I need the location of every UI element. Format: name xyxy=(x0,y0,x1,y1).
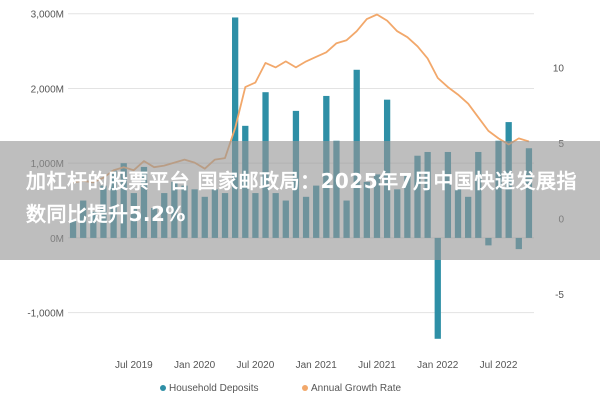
x-axis-tick-label: Jul 2019 xyxy=(115,360,153,371)
x-axis-tick-label: Jul 2021 xyxy=(358,360,396,371)
x-axis-tick-label: Jan 2020 xyxy=(174,360,216,371)
legend: Household Deposits Annual Growth Rate xyxy=(160,383,401,394)
household-deposits-bar xyxy=(434,237,441,339)
legend-marker-household-deposits xyxy=(160,385,166,391)
x-axis-tick-label: Jan 2021 xyxy=(296,360,338,371)
x-axis-tick-labels: Jul 2019 Jan 2020 Jul 2020 Jan 2021 Jul 2021… xyxy=(115,360,518,371)
right-axis-tick-label: -5 xyxy=(555,290,564,301)
legend-label-household-deposits: Household Deposits xyxy=(169,383,259,394)
left-axis-tick-label: -1,000M xyxy=(27,309,64,320)
legend-marker-annual-growth-rate xyxy=(302,385,308,391)
right-axis-tick-label: 10 xyxy=(553,63,565,74)
headline-overlay: 加杠杆的股票平台 国家邮政局：2025年7月中国快递发展指数同比提升5.2% xyxy=(0,141,600,260)
x-axis-tick-label: Jul 2022 xyxy=(480,360,518,371)
headline-text: 加杠杆的股票平台 国家邮政局：2025年7月中国快递发展指数同比提升5.2% xyxy=(26,169,578,226)
x-axis-tick-label: Jul 2020 xyxy=(237,360,275,371)
legend-label-annual-growth-rate: Annual Growth Rate xyxy=(311,383,401,394)
x-axis-tick-label: Jan 2022 xyxy=(417,360,459,371)
left-axis-tick-label: 2,000M xyxy=(31,84,64,95)
left-axis-tick-label: 3,000M xyxy=(31,10,64,21)
